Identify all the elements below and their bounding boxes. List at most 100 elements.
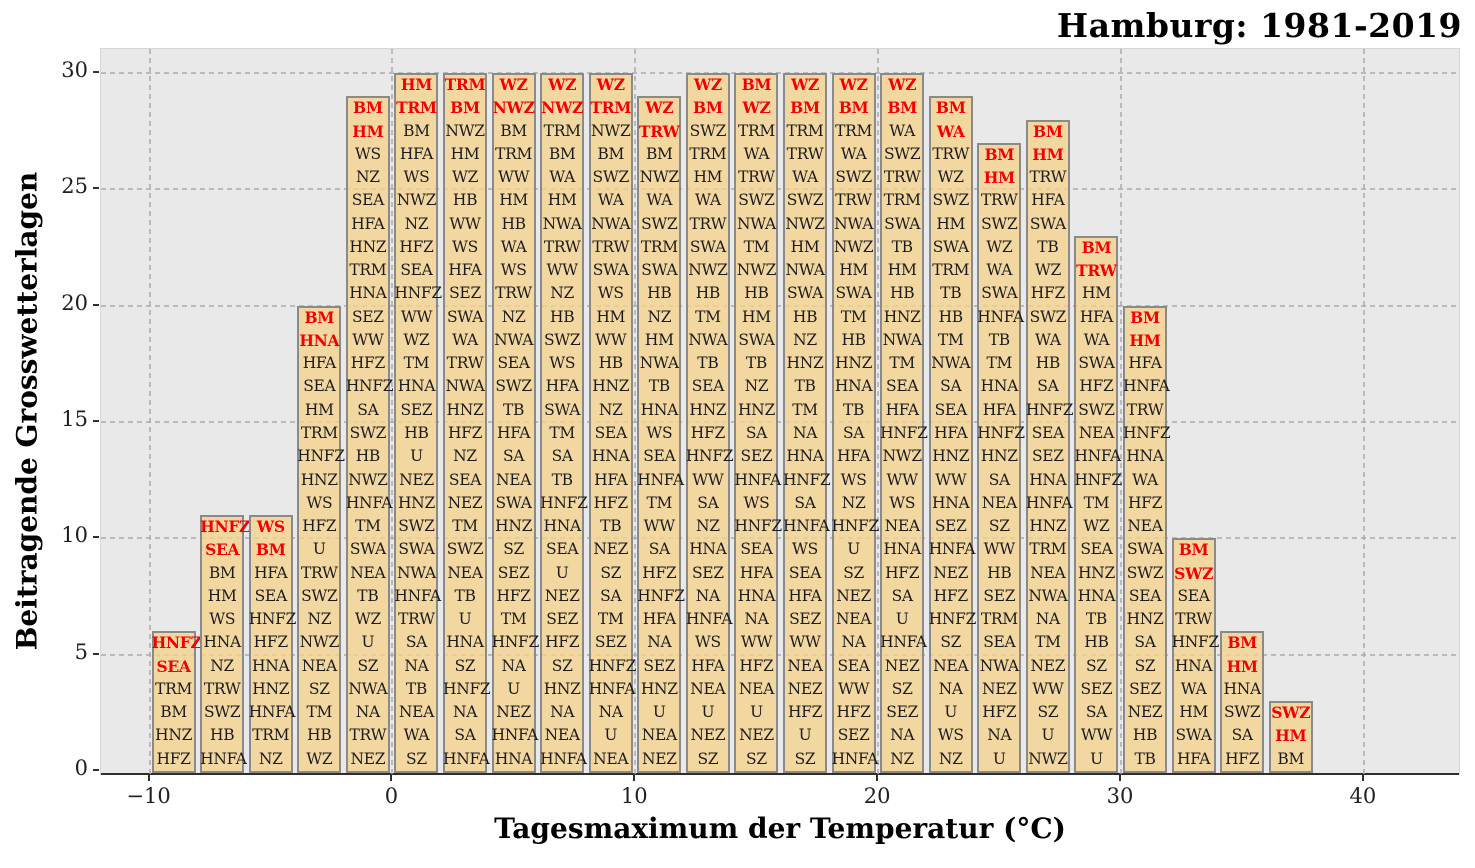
gwl-label: NA [938, 679, 963, 698]
gwl-label: U [652, 703, 666, 722]
gwl-label: TRW [1029, 168, 1067, 187]
gwl-label: TRW [543, 237, 581, 256]
gwl-label: NWA [591, 214, 631, 233]
gwl-label: WZ [888, 74, 917, 94]
gwl-label: NA [550, 703, 575, 722]
gwl-label: NEA [836, 610, 872, 629]
gwl-label: SA [502, 447, 525, 466]
gwl-label: NWA [639, 354, 679, 373]
gwl-label: HNZ [349, 237, 387, 256]
gwl-label: HNFZ [491, 633, 540, 652]
gwl-label: HNA [786, 447, 824, 466]
gwl-label: SWA [495, 493, 532, 512]
gwl-label: BM [984, 144, 1015, 164]
gwl-label: HFZ [982, 703, 1017, 722]
gwl-label: NA [987, 726, 1012, 745]
gwl-label: SWZ [398, 517, 435, 536]
gwl-label: NWZ [1028, 749, 1068, 768]
gwl-label: SWZ [1223, 703, 1261, 722]
histogram-bar: HM TRM BM HFA WS NWZ NZ HFZ SEA HNFZ WW WZ TM HNA SEZ H… [394, 72, 442, 773]
gwl-label: SA [1037, 377, 1059, 396]
gwl-label: SWZ [835, 168, 872, 187]
histogram-bar: BM HM HNA SWZ SA HFZ [1220, 631, 1265, 773]
gwl-label: TRM [155, 679, 193, 698]
gwl-label: WS [306, 493, 333, 512]
gwl-label: HFZ [1225, 749, 1260, 768]
gwl-label: HFA [351, 214, 385, 233]
gwl-label: NA [890, 726, 915, 745]
histogram-bar: BM SWZ SEA TRW HNFZ HNA WA HM SWA HFA [1171, 538, 1219, 773]
gwl-label: TRM [932, 261, 970, 280]
gwl-label: HNZ [155, 726, 193, 745]
gwl-label: NA [792, 423, 818, 442]
gwl-label: HM [1032, 144, 1064, 164]
gwl-label: SEZ [789, 610, 821, 629]
gwl-label: WW [400, 307, 433, 326]
gwl-label: WW [595, 330, 627, 349]
gwl-label: SWA [1126, 540, 1164, 559]
gwl-label: SEZ [449, 284, 481, 303]
gwl-label: SEA [156, 656, 191, 676]
gwl-label: TRW [689, 214, 727, 233]
histogram-bar: BM HM TRW HFA SWA TB WZ HFZ SWZ WA HB SA HNFZ SEA SEZ H… [1025, 119, 1074, 773]
gwl-label: NWA [1028, 586, 1068, 605]
gwl-label: HNFA [1025, 493, 1073, 512]
gwl-label: TB [1134, 749, 1156, 768]
gwl-label: SWA [592, 261, 629, 280]
gwl-label: NEZ [836, 586, 871, 605]
gwl-label: U [944, 703, 958, 722]
gwl-label: HM [1082, 284, 1111, 303]
gwl-label: TRM [300, 423, 338, 442]
gwl-label: WA [500, 237, 527, 256]
gwl-label: NEA [544, 726, 580, 745]
x-tick-label: 30 [1106, 784, 1134, 808]
gwl-label: HB [987, 563, 1012, 582]
gwl-label: NEZ [399, 470, 434, 489]
gwl-label: WZ [499, 74, 528, 94]
gwl-label: WA [403, 726, 430, 745]
gwl-label: TM [1083, 493, 1110, 512]
gwl-label: NA [501, 656, 526, 675]
gwl-label: HNA [1126, 447, 1164, 466]
gwl-label: SEZ [691, 563, 724, 582]
gwl-label: SWA [1029, 214, 1066, 233]
gwl-label: HNA [1174, 656, 1213, 675]
gwl-label: WW [789, 633, 821, 652]
gwl-label: HNFZ [345, 377, 394, 396]
gwl-label: HFZ [350, 354, 385, 373]
gwl-label: SWA [884, 214, 921, 233]
gwl-label: NEA [301, 656, 337, 675]
gwl-label: WA [1083, 330, 1110, 349]
gwl-label: HNA [494, 749, 533, 768]
gwl-label: HFZ [302, 517, 337, 536]
gwl-label: TRW [738, 168, 775, 187]
gwl-label: TM [646, 493, 673, 512]
x-tick-mark [390, 775, 393, 781]
gwl-label: BM [160, 703, 187, 722]
gwl-label: SWA [738, 330, 775, 349]
gwl-label: SWZ [883, 144, 921, 163]
gwl-label: NEA [933, 656, 969, 675]
gwl-label: SWZ [495, 377, 532, 396]
gwl-label: NEA [1030, 563, 1066, 582]
x-axis-spine [101, 773, 1459, 775]
gwl-label: HFZ [1079, 377, 1114, 396]
gwl-label: HFZ [253, 633, 288, 652]
gwl-label: BM [255, 540, 286, 560]
gridline-horizontal [101, 653, 1459, 656]
gwl-label: WZ [742, 98, 771, 118]
gwl-label: SEA [594, 423, 628, 442]
gwl-label: SEA [448, 470, 482, 489]
gwl-label: TM [792, 400, 818, 419]
gwl-label: BM [693, 98, 723, 118]
gwl-label: WW [983, 540, 1016, 559]
gwl-label: HNZ [495, 517, 533, 536]
gwl-label: NZ [793, 330, 817, 349]
gwl-label: HNA [640, 400, 679, 419]
gwl-label: HM [400, 74, 433, 94]
gwl-label: TB [551, 470, 573, 489]
gwl-label: NA [744, 610, 769, 629]
gwl-label: HFA [594, 470, 628, 489]
gwl-label: HB [1132, 726, 1158, 745]
gwl-label: SZ [988, 517, 1010, 536]
